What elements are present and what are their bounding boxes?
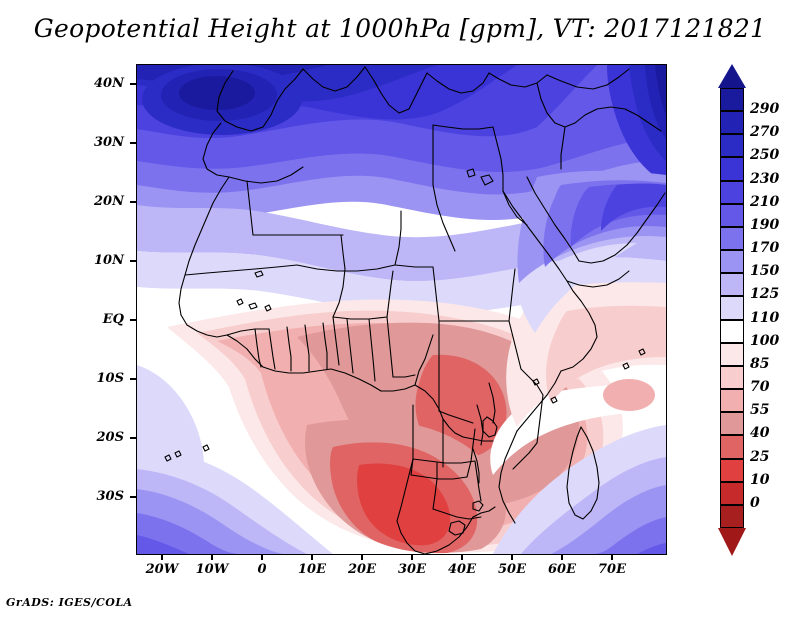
colorbar-over-arrow	[718, 64, 746, 88]
colorbar-cell	[720, 226, 744, 251]
xtick-label-10E: 10E	[298, 562, 326, 577]
colorbar-cell	[720, 342, 744, 366]
colorbar-cell	[720, 481, 744, 505]
colorbar-tick-label: 125	[750, 286, 780, 303]
colorbar-cell	[720, 273, 744, 297]
colorbar-cell	[720, 111, 744, 135]
xtick-mark	[561, 554, 563, 560]
colorbar-cell	[720, 504, 744, 528]
colorbar-cell	[720, 389, 744, 413]
colorbar-tick-label: 170	[750, 240, 780, 257]
colorbar-cell	[720, 88, 744, 112]
xtick-label-70E: 70E	[598, 562, 626, 577]
ytick-mark	[130, 496, 136, 498]
ytick-label-10S: 10S	[96, 371, 124, 386]
xtick-label-50E: 50E	[498, 562, 526, 577]
ytick-label-30N: 30N	[94, 135, 124, 150]
colorbar-tick-label: 110	[750, 309, 780, 326]
colorbar-tick-label: 40	[750, 425, 770, 442]
xtick-mark	[311, 554, 313, 560]
ytick-label-30S: 30S	[96, 489, 124, 504]
xtick-label-40E: 40E	[448, 562, 476, 577]
colorbar-cell	[720, 319, 744, 343]
colorbar-tick-label: 100	[750, 332, 780, 349]
ytick-label-20S: 20S	[96, 430, 124, 445]
colorbar-tick-label: 230	[750, 170, 780, 187]
colorbar-tick-label: 210	[750, 193, 780, 210]
colorbar-tick-label: 290	[750, 101, 780, 118]
ytick-mark	[130, 83, 136, 85]
ytick-mark	[130, 260, 136, 262]
page-title: Geopotential Height at 1000hPa [gpm], VT…	[33, 14, 767, 43]
colorbar-tick-label: 25	[750, 448, 770, 465]
ytick-label-10N: 10N	[94, 253, 124, 268]
ytick-mark	[130, 437, 136, 439]
xtick-mark	[511, 554, 513, 560]
xtick-label-20W: 20W	[145, 562, 179, 577]
colorbar-cell	[720, 180, 744, 204]
colorbar-cell	[720, 250, 744, 274]
colorbar-tick-label: 270	[750, 124, 780, 141]
ytick-label-40N: 40N	[94, 76, 124, 91]
colorbar-cell	[720, 435, 744, 459]
colorbar-tick-label: 55	[750, 402, 770, 419]
colorbar-tick-label: 0	[750, 494, 760, 511]
colorbar-tick-label: 190	[750, 216, 780, 233]
geopotential-height-field	[137, 65, 666, 554]
ytick-label-EQ: EQ	[102, 312, 124, 327]
xtick-label-0: 0	[257, 562, 267, 577]
ytick-label-20N: 20N	[94, 194, 124, 209]
xtick-mark	[361, 554, 363, 560]
xtick-mark	[261, 554, 263, 560]
colorbar-cell	[720, 134, 744, 158]
colorbar-tick-label: 10	[750, 471, 770, 488]
map-plot-area	[136, 64, 667, 555]
xtick-mark	[611, 554, 613, 560]
colorbar-under-arrow	[718, 528, 746, 556]
colorbar-cell	[720, 412, 744, 436]
ytick-mark	[130, 201, 136, 203]
ytick-mark	[130, 319, 136, 321]
colorbar-cell	[720, 157, 744, 181]
colorbar: 290 270 250 230 210 190 170 150 125 110 100 85 70 55 4…	[718, 64, 779, 556]
xtick-mark	[411, 554, 413, 560]
colorbar-tick-label: 250	[750, 147, 780, 164]
colorbar-tick-label: 70	[750, 379, 770, 396]
xtick-mark	[461, 554, 463, 560]
footer-credit: GrADS: IGES/COLA	[6, 596, 133, 609]
colorbar-tick-label: 150	[750, 263, 780, 280]
xtick-mark	[161, 554, 163, 560]
colorbar-cell	[720, 365, 744, 390]
xtick-label-10W: 10W	[195, 562, 229, 577]
ytick-mark	[130, 142, 136, 144]
xtick-label-30E: 30E	[398, 562, 426, 577]
xtick-label-20E: 20E	[348, 562, 376, 577]
colorbar-cell	[720, 458, 744, 482]
xtick-label-60E: 60E	[548, 562, 576, 577]
xtick-mark	[211, 554, 213, 560]
ytick-mark	[130, 378, 136, 380]
colorbar-tick-label: 85	[750, 355, 770, 372]
colorbar-cell	[720, 296, 744, 320]
colorbar-cell	[720, 203, 744, 227]
